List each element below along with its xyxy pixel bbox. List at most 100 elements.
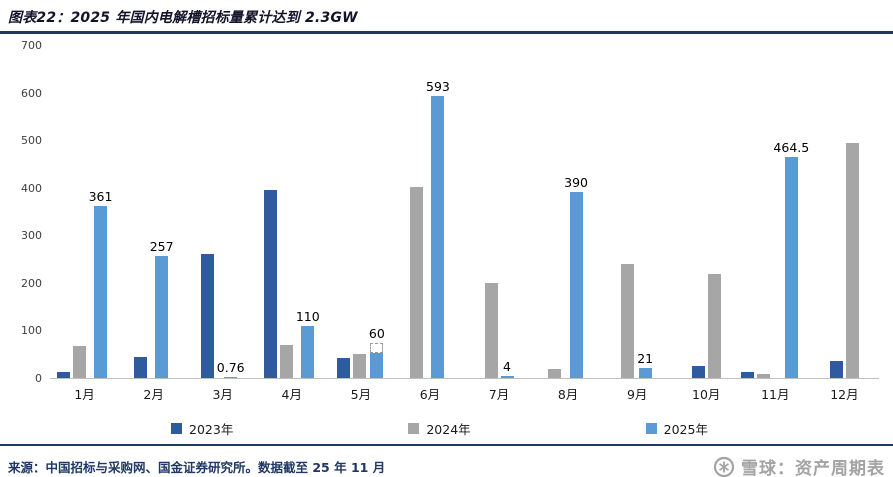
bottom-divider [0, 444, 893, 446]
bar [410, 186, 423, 378]
x-axis-label: 1月 [74, 387, 95, 402]
bar [94, 206, 108, 378]
bar-wrap [336, 46, 350, 378]
bar-group: 4 [464, 46, 533, 378]
estimated-dashed-cap [370, 343, 384, 354]
snowball-logo-icon [713, 456, 735, 477]
bar-wrap: 464.5 [773, 46, 809, 378]
plot-groups: 361 257 0.76 110 60 593 4 390 21 464.5 [50, 46, 879, 378]
y-tick-label: 600 [21, 86, 42, 100]
bar-group: 21 [603, 46, 672, 378]
footer-row: 来源：中国招标与采购网、国金证券研究所。数据截至 25 年 11 月 雪球：资产… [0, 446, 893, 477]
y-tick-label: 400 [21, 181, 42, 195]
bar-wrap [845, 46, 859, 378]
watermark-text: 雪球：资产周期表 [741, 459, 885, 477]
bar-value-label: 257 [149, 238, 174, 254]
x-axis-label: 5月 [350, 387, 372, 402]
bar-wrap [548, 46, 562, 378]
bar-group [810, 46, 879, 378]
bar-wrap: 361 [88, 46, 113, 378]
chart-title: 图表22：2025 年国内电解槽招标量累计达到 2.3GW [8, 10, 358, 26]
bar [431, 95, 445, 378]
chart-legend: 2023年 2024年 2025年 [0, 419, 879, 438]
bar-value-label: 593 [426, 78, 450, 94]
bar-value-label: 4 [503, 359, 511, 375]
bar-chart: 0 100 200 300 400 500 600 700 361 257 0.76 110 60 59… [0, 39, 893, 438]
x-axis-label: 6月 [419, 387, 441, 402]
title-row: 图表22：2025 年国内电解槽招标量累计达到 2.3GW [0, 0, 893, 31]
plot-area: 361 257 0.76 110 60 593 4 390 21 464.5 [50, 46, 879, 379]
bar-wrap [741, 46, 755, 378]
x-axis-label: 10月 [692, 387, 721, 402]
bar-wrap: 593 [426, 46, 450, 378]
bar-wrap [279, 46, 293, 378]
legend-item: 2024年 [408, 419, 471, 438]
bar [757, 374, 771, 378]
bar [352, 354, 366, 378]
bar-wrap [691, 46, 705, 378]
bar [638, 368, 652, 378]
bar-group [672, 46, 741, 378]
legend-label: 2024年 [426, 422, 471, 437]
bar-wrap: 4 [500, 46, 514, 378]
bar-value-label: 361 [88, 189, 113, 205]
bar-group: 464.5 [741, 46, 810, 378]
bar [279, 344, 293, 378]
bar-group: 110 [257, 46, 326, 378]
bar [200, 254, 214, 378]
bar-wrap [707, 46, 721, 378]
bar-group: 390 [534, 46, 603, 378]
bar [133, 356, 147, 378]
bar-wrap [133, 46, 147, 378]
bar-value-label: 110 [295, 308, 320, 324]
bar [301, 325, 315, 378]
bar [370, 353, 384, 378]
y-axis: 0 100 200 300 400 500 600 700 [0, 39, 50, 385]
bar-wrap [200, 46, 214, 378]
x-axis-label: 3月 [212, 387, 233, 402]
legend-marker [645, 423, 657, 434]
bar [741, 371, 755, 378]
bar-wrap: 257 [150, 46, 174, 378]
bar [829, 361, 843, 378]
legend-marker [171, 423, 183, 434]
bar [56, 372, 70, 378]
bar-wrap [829, 46, 843, 378]
bar [845, 142, 859, 378]
bar [263, 190, 277, 378]
bar-wrap [352, 46, 366, 378]
x-axis-label: 11月 [761, 387, 790, 402]
y-tick-label: 300 [21, 229, 42, 243]
y-tick-label: 100 [21, 324, 42, 338]
legend-marker [408, 423, 420, 434]
x-axis-label: 9月 [626, 387, 648, 402]
bar-wrap [56, 46, 70, 378]
y-tick-label: 500 [21, 134, 42, 148]
bar [691, 366, 705, 378]
bar [72, 345, 86, 378]
bar-wrap: 110 [296, 46, 320, 378]
bar [336, 358, 350, 378]
bar [548, 368, 562, 378]
legend-label: 2023年 [189, 422, 234, 437]
bar [707, 274, 721, 378]
x-axis-label: 7月 [488, 387, 510, 402]
bar-wrap [72, 46, 86, 378]
y-tick-label: 0 [35, 372, 42, 385]
x-axis-label: 12月 [830, 387, 859, 402]
bar [621, 263, 635, 378]
legend-item: 2023年 [171, 419, 233, 438]
bar-value-label: 464.5 [773, 140, 810, 156]
bar [500, 376, 514, 378]
legend-item: 2025年 [645, 419, 708, 438]
x-axis-label: 4月 [281, 387, 302, 402]
bar-value-label: 21 [637, 351, 654, 367]
bar-value-label: 0.76 [216, 360, 245, 375]
bar-group: 593 [395, 46, 464, 378]
y-tick-label: 200 [21, 276, 42, 290]
bar [224, 377, 238, 378]
bar-wrap [410, 46, 423, 378]
bar-value-label: 60 [368, 326, 385, 342]
bar-wrap [484, 46, 498, 378]
